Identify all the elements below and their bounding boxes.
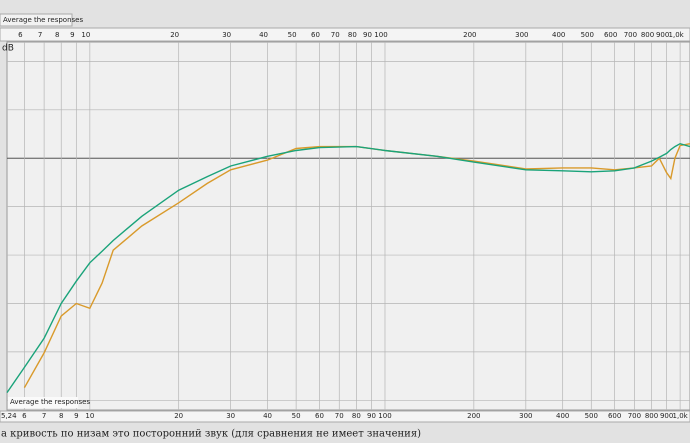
top-x-tick-label: 50	[288, 31, 297, 39]
x-tick-label: 500	[585, 412, 598, 420]
x-tick-label: 200	[467, 412, 480, 420]
top-x-tick-label: 9	[70, 31, 74, 39]
x-tick-label: 600	[608, 412, 621, 420]
top-x-tick-label: 200	[463, 31, 476, 39]
top-x-tick-label: 7	[38, 31, 42, 39]
top-x-tick-label: 600	[604, 31, 617, 39]
top-x-tick-label: 20	[170, 31, 179, 39]
top-x-tick-label: 60	[311, 31, 320, 39]
caption: а кривость по низам это посторонний звук…	[1, 429, 421, 440]
x-tick-label: 10	[85, 412, 94, 420]
overlay-label: Average the responses	[10, 398, 90, 406]
x-tick-label: 800	[645, 412, 658, 420]
x-tick-label: 700	[628, 412, 641, 420]
x-tick-label: 100	[378, 412, 391, 420]
response-line	[6, 142, 690, 393]
overlay-box	[8, 397, 78, 408]
x-tick-label: 900	[660, 412, 673, 420]
x-tick-label: 70	[335, 412, 344, 420]
x-tick-label: 80	[352, 412, 361, 420]
top-x-tick-label: 30	[222, 31, 231, 39]
x-tick-label: 6	[22, 412, 27, 420]
top-x-tick-label: 100	[374, 31, 387, 39]
x-tick-label: 60	[315, 412, 324, 420]
x-tick-label: 9	[74, 412, 78, 420]
x-tick-label: 400	[556, 412, 569, 420]
top-x-tick-label: 1,0k	[669, 31, 685, 39]
x-start-label: 5,24	[1, 412, 17, 420]
x-tick-label: 30	[226, 412, 235, 420]
top-x-tick-label: 40	[259, 31, 268, 39]
top-x-tick-label: 70	[331, 31, 340, 39]
x-tick-label: 40	[263, 412, 272, 420]
top-x-tick-label: 800	[641, 31, 654, 39]
x-tick-label: 300	[519, 412, 532, 420]
top-x-tick-label: 90	[363, 31, 372, 39]
top-x-tick-label: 8	[55, 31, 59, 39]
top-x-tick-label: 900	[656, 31, 669, 39]
x-tick-label: 50	[292, 412, 301, 420]
x-tick-label: 90	[367, 412, 376, 420]
x-tick-label: 8	[59, 412, 63, 420]
top-x-tick-label: 80	[348, 31, 357, 39]
top-x-tick-label: 700	[624, 31, 637, 39]
top-axis-bar	[0, 27, 690, 42]
x-tick-label: 20	[174, 412, 183, 420]
top-x-tick-label: 400	[552, 31, 565, 39]
x-tick-label: 1,0k	[673, 412, 689, 420]
tab-label[interactable]: Average the responses	[3, 16, 83, 24]
top-x-tick-label: 6	[18, 31, 23, 39]
tab[interactable]	[0, 13, 73, 27]
top-x-tick-label: 10	[81, 31, 90, 39]
bottom-axis-bar	[0, 410, 690, 423]
y-unit: dB	[2, 44, 14, 54]
x-tick-label: 7	[42, 412, 46, 420]
plot-area	[6, 41, 690, 411]
top-x-tick-label: 300	[515, 31, 528, 39]
top-x-tick-label: 500	[581, 31, 594, 39]
